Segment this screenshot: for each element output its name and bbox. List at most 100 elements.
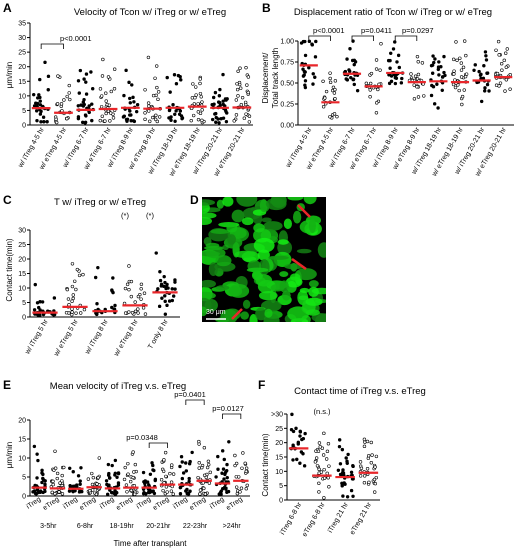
data-point	[168, 90, 172, 94]
data-point	[130, 83, 134, 87]
data-point	[155, 119, 159, 124]
data-point	[125, 282, 130, 287]
sig-bracket-e1	[148, 442, 168, 448]
data-point	[106, 462, 111, 467]
data-point	[116, 483, 121, 487]
y-tick-label: 5	[22, 108, 26, 115]
category-label: w/ iTreg 5 hr	[24, 318, 50, 356]
category-label: eTreg 6-8 hr	[301, 501, 327, 538]
data-point	[345, 459, 349, 464]
data-point	[178, 109, 183, 113]
data-point	[224, 486, 228, 490]
data-point	[202, 486, 206, 491]
panel-d-label: D	[190, 193, 199, 207]
data-point	[152, 468, 156, 473]
data-point	[315, 464, 320, 468]
green-cell	[308, 286, 319, 297]
category-label: eTreg 21 hr	[349, 501, 373, 536]
y-tick-label: 15	[18, 79, 26, 86]
data-point	[317, 467, 321, 472]
data-point	[70, 312, 74, 317]
data-point	[494, 83, 499, 87]
data-point	[113, 473, 117, 477]
data-point	[156, 97, 160, 102]
data-point	[317, 490, 321, 494]
data-point	[95, 482, 99, 486]
data-point	[374, 67, 379, 71]
data-point	[224, 119, 229, 124]
data-point	[332, 112, 337, 116]
data-point	[313, 55, 318, 59]
data-point	[310, 42, 314, 46]
data-point	[110, 490, 114, 495]
data-point	[246, 75, 251, 79]
data-point	[77, 91, 81, 95]
data-point	[373, 481, 378, 486]
data-point	[413, 74, 418, 78]
data-point	[123, 286, 128, 291]
data-point	[225, 475, 229, 480]
data-point	[350, 58, 355, 63]
data-point	[124, 68, 128, 73]
data-point	[106, 75, 111, 79]
data-point	[174, 109, 178, 113]
data-point	[52, 296, 57, 300]
data-point	[91, 488, 95, 492]
data-point	[239, 486, 244, 490]
data-point	[328, 80, 333, 85]
data-point	[409, 72, 413, 76]
data-point	[452, 69, 456, 73]
data-point	[431, 54, 435, 58]
data-point	[391, 47, 396, 51]
data-point	[431, 85, 436, 89]
data-point	[178, 485, 183, 490]
category-label: eTreg	[42, 496, 61, 512]
green-cell	[210, 229, 231, 235]
data-point	[104, 111, 108, 116]
data-point	[244, 112, 248, 116]
data-point	[111, 116, 116, 120]
panel-c-label: C	[3, 193, 12, 207]
data-point	[210, 117, 215, 122]
data-point	[218, 490, 223, 495]
y-tick-label: 5	[22, 475, 26, 482]
y-tick-label: 0	[22, 315, 26, 322]
data-point	[484, 54, 488, 58]
panel-b-ylabel-line2: Total track length	[271, 48, 280, 108]
data-point	[298, 434, 302, 438]
data-point	[100, 114, 105, 118]
data-point	[225, 490, 229, 494]
panel-a: A Velocity of Tcon w/ iTreg or w/ eTreg …	[3, 1, 226, 88]
data-point	[53, 466, 58, 470]
data-point	[78, 68, 83, 73]
data-point	[164, 485, 169, 489]
data-point	[393, 40, 397, 44]
group-label: 6-8hr	[77, 523, 94, 530]
green-cell	[289, 273, 301, 281]
data-point	[483, 86, 487, 90]
data-point	[331, 85, 336, 89]
data-point	[247, 114, 252, 118]
data-point	[244, 469, 248, 474]
data-point	[343, 482, 347, 486]
category-label: iTreg	[172, 496, 189, 511]
data-point	[225, 462, 229, 467]
data-point	[110, 305, 114, 310]
panel-b-sig-1: p<0.0001	[313, 26, 345, 35]
data-point	[40, 471, 44, 475]
data-point	[59, 102, 64, 106]
data-point	[290, 412, 294, 417]
data-point	[239, 103, 244, 107]
panel-e-label: E	[3, 378, 11, 392]
data-point	[200, 108, 204, 112]
category-label: iTreg 6-8 hr	[279, 501, 303, 536]
data-point	[388, 58, 392, 63]
data-point	[440, 75, 445, 79]
data-point	[46, 74, 51, 79]
panel-f: F Contact time of iTreg v.s. eTreg Conta…	[258, 378, 426, 497]
data-point	[162, 274, 166, 279]
data-point	[81, 120, 85, 125]
data-point	[208, 470, 212, 475]
green-cell	[202, 279, 216, 288]
